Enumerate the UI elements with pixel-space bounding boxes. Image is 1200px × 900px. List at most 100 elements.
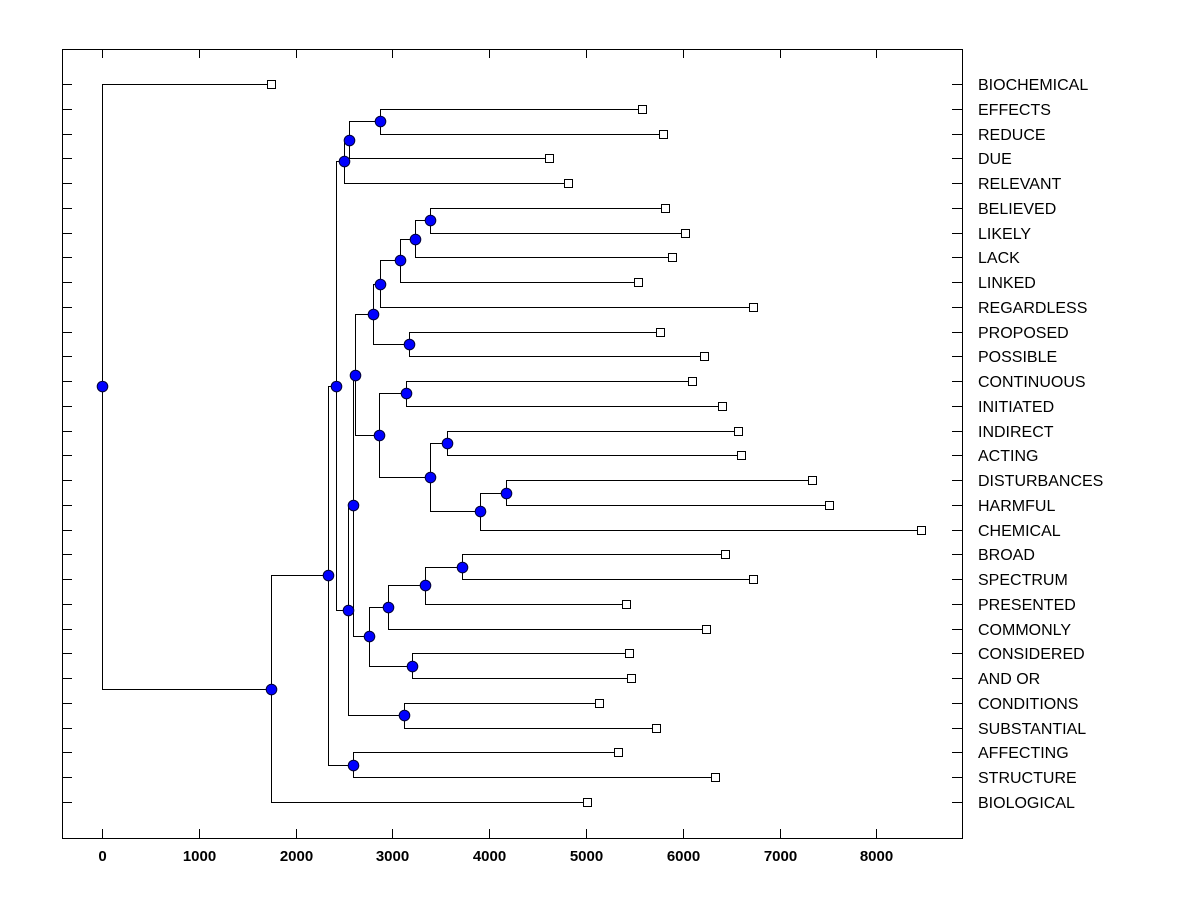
branch-n28-n27 xyxy=(271,575,329,690)
merge-node-n7 xyxy=(374,278,387,291)
leaf-marker-believed xyxy=(661,204,670,213)
axis-ticks xyxy=(62,49,962,838)
leaf-label: CONSIDERED xyxy=(978,646,1085,663)
branch-n17-BROAD xyxy=(462,554,726,568)
branch-n1-EFFECTS xyxy=(380,109,643,122)
branch-n25-n24 xyxy=(336,386,349,611)
x-tick-label: 6000 xyxy=(667,848,700,865)
branch-n18-n17 xyxy=(425,567,463,586)
x-tick-label: 7000 xyxy=(764,848,797,865)
merge-node-n20 xyxy=(406,660,419,673)
x-tick-label: 1000 xyxy=(183,848,216,865)
merge-node-n27 xyxy=(322,569,335,582)
branch-n4-BELIEVED xyxy=(430,208,666,221)
merge-node-n15 xyxy=(373,429,386,442)
branch-n3-RELEVANT xyxy=(344,161,569,184)
leaf-label: ACTING xyxy=(978,448,1038,465)
leaf-marker-disturbances xyxy=(808,476,817,485)
leaf-label: REGARDLESS xyxy=(978,300,1087,317)
leaf-marker-reduce xyxy=(659,130,668,139)
leaf-marker-and_or xyxy=(627,674,636,683)
merge-node-n22 xyxy=(347,499,360,512)
merge-node-n3 xyxy=(338,155,351,168)
branch-n15-n10 xyxy=(379,393,407,436)
leaf-marker-harmful xyxy=(825,501,834,510)
branch-n9-n8 xyxy=(373,314,410,345)
branch-n12-HARMFUL xyxy=(506,493,830,506)
branch-n19-COMMONLY xyxy=(388,607,707,630)
branch-n21-n19 xyxy=(369,607,389,637)
x-tick-label: 0 xyxy=(98,848,106,865)
leaf-marker-possible xyxy=(700,352,709,361)
merge-node-n11 xyxy=(441,437,454,450)
leaf-label: LINKED xyxy=(978,275,1036,292)
x-tick-label: 3000 xyxy=(376,848,409,865)
leaf-label: BROAD xyxy=(978,547,1035,564)
branch-root-n28 xyxy=(102,386,272,690)
leaf-label: POSSIBLE xyxy=(978,349,1057,366)
branch-n6-LINKED xyxy=(400,260,639,283)
branch-n1-REDUCE xyxy=(380,121,664,135)
branch-n24-n22 xyxy=(348,505,354,611)
merge-node-n21 xyxy=(363,630,376,643)
branch-n20-AND_OR xyxy=(412,666,632,679)
merge-node-n17 xyxy=(456,561,469,574)
branch-n18-PRESENTED xyxy=(425,585,627,605)
leaf-marker-presented xyxy=(622,600,631,609)
x-axis-tick-labels: 0 1000 2000 3000 4000 5000 6000 7000 8000 xyxy=(98,848,893,865)
merge-node-n9 xyxy=(367,308,380,321)
leaf-label: AFFECTING xyxy=(978,745,1069,762)
x-tick-label: 4000 xyxy=(473,848,506,865)
branch-n17-SPECTRUM xyxy=(462,567,754,580)
merge-node-n28 xyxy=(265,683,278,696)
branch-n28-BIOLOGICAL xyxy=(271,689,588,803)
branch-n5-LACK xyxy=(415,239,673,258)
merge-nodes xyxy=(96,115,513,772)
leaf-label: LACK xyxy=(978,250,1020,267)
leaf-marker-proposed xyxy=(656,328,665,337)
leaf-marker-commonly xyxy=(702,625,711,634)
branch-n27-n25 xyxy=(328,386,337,576)
merge-node-n12 xyxy=(500,487,513,500)
leaf-label: INITIATED xyxy=(978,399,1054,416)
merge-node-n19 xyxy=(382,601,395,614)
leaf-marker-linked xyxy=(634,278,643,287)
branch-n2-n1 xyxy=(349,121,381,141)
leaf-marker-substantial xyxy=(652,724,661,733)
branch-n16-n15 xyxy=(355,375,380,436)
branch-n13-n12 xyxy=(480,493,507,512)
leaf-marker-conditions xyxy=(595,699,604,708)
branch-n8-PROPOSED xyxy=(409,332,661,345)
merge-node-n18 xyxy=(419,579,432,592)
leaf-label: INDIRECT xyxy=(978,424,1054,441)
branch-n22-n21 xyxy=(353,505,370,637)
leaf-labels: BIOCHEMICAL EFFECTS REDUCE DUE RELEVANT BELIE… xyxy=(978,77,1103,812)
branch-n10-INITIATED xyxy=(406,393,723,407)
branch-n7-REGARDLESS xyxy=(380,284,754,308)
leaf-label: PROPOSED xyxy=(978,325,1069,342)
merge-node-n5 xyxy=(409,233,422,246)
leaf-marker-indirect xyxy=(734,427,743,436)
branch-n26-AFFECTING xyxy=(353,752,619,766)
branch-n10-CONTINUOUS xyxy=(406,381,693,394)
branch-n15-n14 xyxy=(379,435,431,478)
branch-n2-DUE xyxy=(349,140,550,159)
branch-n25-n3 xyxy=(336,161,345,387)
branch-n11-INDIRECT xyxy=(447,431,739,444)
leaf-label: REDUCE xyxy=(978,127,1046,144)
leaf-label: LIKELY xyxy=(978,226,1031,243)
x-tick-label: 8000 xyxy=(860,848,893,865)
x-tick-label: 2000 xyxy=(280,848,313,865)
leaf-label: EFFECTS xyxy=(978,102,1051,119)
leaf-marker-regardless xyxy=(749,303,758,312)
plot-frame xyxy=(62,49,963,839)
x-tick-label: 5000 xyxy=(570,848,603,865)
leaf-marker-considered xyxy=(625,649,634,658)
branch-n21-n20 xyxy=(369,636,413,667)
leaf-marker-relevant xyxy=(564,179,573,188)
leaf-label: CHEMICAL xyxy=(978,523,1061,540)
merge-node-root xyxy=(96,380,109,393)
merge-node-n2 xyxy=(343,134,356,147)
leaf-label: STRUCTURE xyxy=(978,770,1077,787)
merge-node-n6 xyxy=(394,254,407,267)
